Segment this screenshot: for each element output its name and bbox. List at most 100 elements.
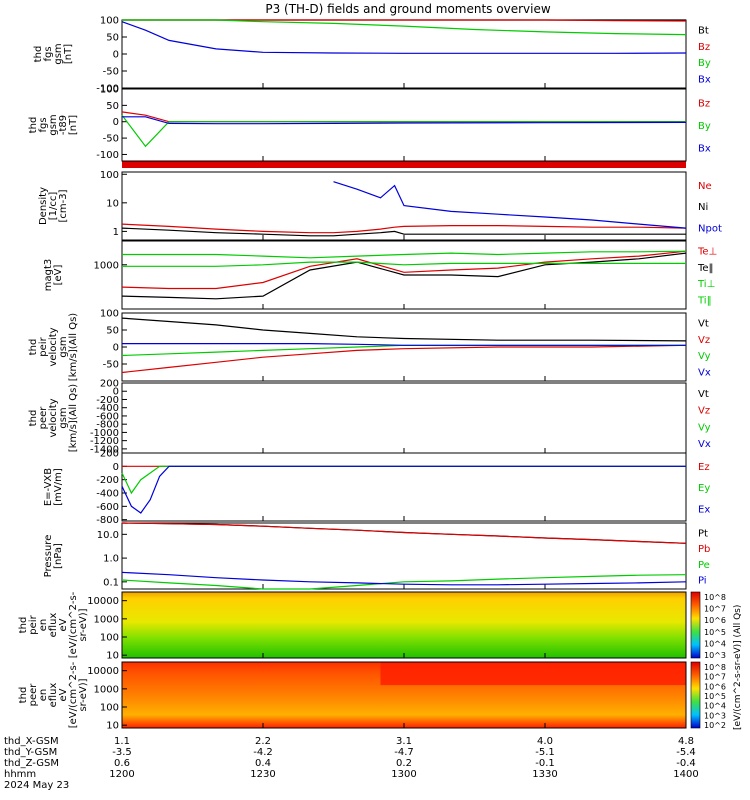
footer-value: 1300 [391, 769, 416, 780]
series-Bx [122, 116, 687, 125]
status-bar [122, 161, 686, 168]
footer-row-label: hhmm [4, 769, 36, 780]
legend-Ey: Ey [698, 483, 710, 494]
series-Ex [121, 465, 686, 514]
legend-Vt: Vt [698, 389, 709, 400]
y-tick-label: 10 [106, 651, 119, 662]
series-Te⊥ [121, 250, 687, 290]
y-tick-label: 1.0 [103, 554, 119, 565]
y-axis-label: gsm [53, 43, 64, 64]
colorbar-tick-label: 10^3 [704, 651, 726, 660]
y-axis-label: [nPa] [53, 543, 64, 569]
colorbar-tick-label: 10^2 [704, 721, 726, 730]
colorbar-group: 10^810^710^610^510^410^310^810^710^610^5… [690, 591, 743, 730]
y-axis-label: E=-VXB [43, 468, 54, 506]
y-tick-label: -600 [96, 502, 119, 513]
y-tick-label: -800 [96, 420, 119, 431]
legend-Bz: Bz [698, 99, 710, 110]
footer-value: -5.1 [535, 747, 555, 758]
series-Te‖ [121, 252, 687, 300]
y-tick-label: 10000 [87, 666, 119, 677]
legend-Ne: Ne [698, 181, 712, 192]
legend-Pb: Pb [698, 544, 710, 555]
panel-peir_velocity: 100 50 0 -50 thd peir velocity gsm [km/s](All Qs… [28, 309, 711, 382]
footer-value: 1400 [673, 769, 698, 780]
footer-value: 3.1 [396, 736, 412, 747]
y-axis-label: [nT] [68, 115, 79, 135]
colorbar-tick-label: 10^7 [704, 605, 726, 614]
y-tick-label: 100 [100, 309, 119, 320]
colorbar-tick-label: 10^5 [704, 628, 726, 637]
series-By [122, 19, 687, 36]
y-tick-label: 0.1 [103, 577, 119, 588]
legend-Vt: Vt [698, 319, 709, 330]
y-tick-label: 100 [100, 16, 119, 27]
y-axis-label: thd [18, 617, 29, 634]
y-tick-label: 10.0 [97, 530, 119, 541]
y-tick-label: 0 [113, 462, 119, 473]
y-axis-label: thd [28, 117, 39, 134]
y-tick-label: 0 [113, 50, 119, 61]
y-axis-label: fgs [43, 46, 54, 61]
legend-Npot: Npot [698, 223, 722, 234]
legend-Pi: Pi [698, 576, 707, 587]
panel-frame [121, 452, 687, 522]
colorbar-tick-label: 10^6 [704, 682, 726, 691]
series-Ti‖ [122, 261, 686, 267]
series-Vt [121, 317, 687, 342]
y-tick-label: 0 [113, 343, 119, 354]
y-axis-label: Density [38, 187, 49, 225]
colorbar-tick-label: 10^4 [704, 639, 726, 648]
y-axis-label: peer [28, 683, 39, 707]
footer-value: 1330 [532, 769, 557, 780]
legend-Ex: Ex [698, 504, 710, 515]
y-axis-label: gsm [58, 407, 69, 428]
legend-Vx: Vx [698, 367, 711, 378]
y-tick-label: 1000 [94, 614, 119, 625]
y-axis-label: [eV/(cm^2-s- [68, 591, 79, 658]
y-tick-label: 200 [100, 379, 119, 390]
y-axis-label: en [38, 619, 49, 632]
legend-Te⊥: Te⊥ [697, 247, 717, 258]
series-Pe [121, 574, 687, 590]
figure-title: P3 (TH-D) fields and ground moments over… [265, 2, 550, 16]
legend-By: By [698, 121, 711, 132]
y-axis-label: thd [33, 46, 44, 63]
footer-value: 0.2 [396, 758, 412, 769]
panel-peir_en_eflux: 10000 1000 100 10 thd peir en eflux eV [eV/(cm^2-… [18, 591, 687, 662]
legend-By: By [698, 58, 711, 69]
y-axis-label: eV [58, 618, 69, 631]
y-tick-label: -800 [96, 515, 119, 526]
y-tick-label: 50 [106, 326, 119, 337]
series-Ni [121, 227, 686, 237]
y-tick-label: -200 [96, 395, 119, 406]
y-axis-label: eflux [48, 683, 59, 708]
footer-value: 4.0 [537, 736, 553, 747]
y-tick-label: -400 [96, 403, 119, 414]
y-tick-label: 10 [106, 198, 119, 209]
footer-value: -0.4 [676, 758, 696, 769]
colorbar-tick-label: 10^4 [704, 702, 726, 711]
footer-value: 1230 [250, 769, 275, 780]
y-tick-label: 10000 [87, 596, 119, 607]
y-tick-label: 1 [113, 227, 119, 238]
footer-row-label: thd_Y-GSM [4, 747, 57, 758]
footer-value: -4.2 [253, 747, 273, 758]
colorbar-tick-label: 10^5 [704, 692, 726, 701]
y-tick-label: -600 [96, 411, 119, 422]
y-tick-label: -400 [96, 489, 119, 500]
y-tick-label: 10 [106, 721, 119, 732]
y-axis-label: [eV/(cm^2-s- [68, 661, 79, 728]
colorbar-tick-label: 10^6 [704, 616, 726, 625]
series-Bx [121, 21, 687, 54]
y-axis-label: velocity [48, 398, 59, 437]
colorbar-tick-label: 10^7 [704, 673, 726, 682]
y-tick-label: -50 [103, 67, 119, 78]
y-tick-label: 100 [100, 703, 119, 714]
legend-Vy: Vy [698, 351, 711, 362]
y-axis-label: thd [28, 339, 39, 356]
panel-peer_en_eflux: 10000 1000 100 10 thd peer en eflux eV [eV/(cm^2-… [18, 661, 687, 732]
y-axis-label: gsm [48, 114, 59, 135]
